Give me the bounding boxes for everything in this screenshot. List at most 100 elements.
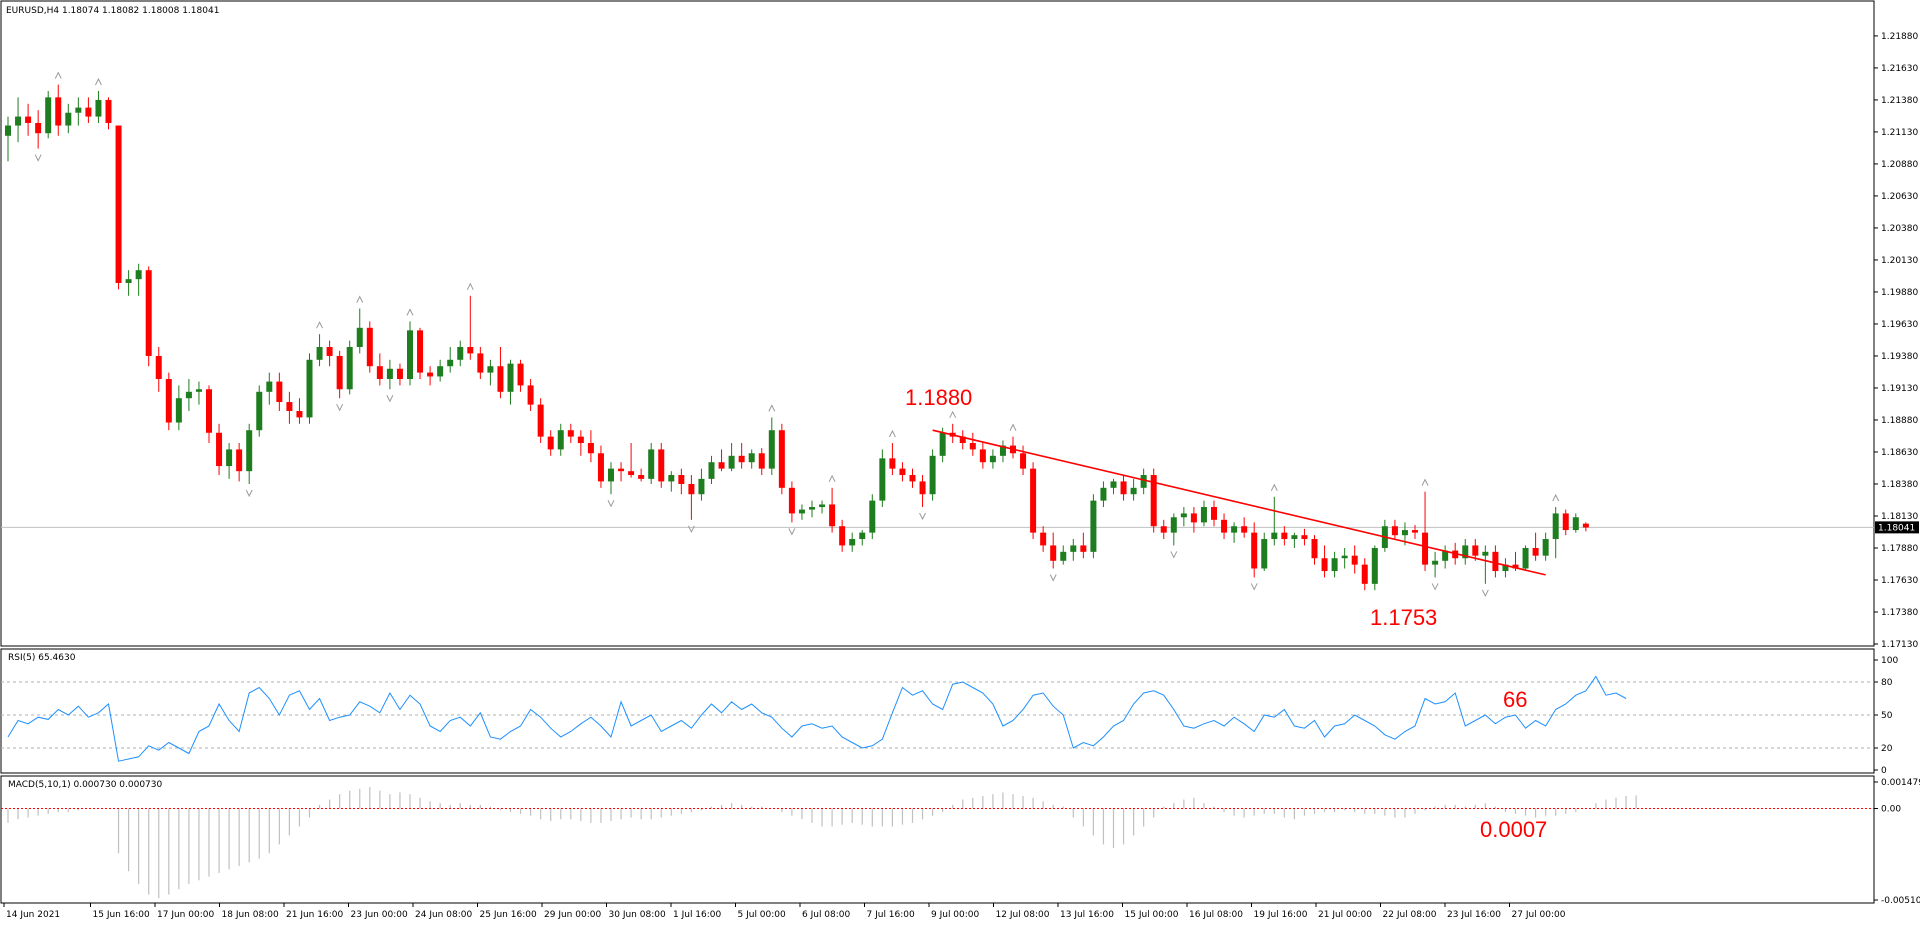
candle-body[interactable]	[65, 112, 72, 126]
candle-body[interactable]	[115, 125, 122, 283]
candle-body[interactable]	[336, 355, 343, 390]
candle-body[interactable]	[1291, 535, 1298, 540]
candle-body[interactable]	[1482, 551, 1489, 556]
candle-body[interactable]	[25, 116, 32, 123]
candle-body[interactable]	[688, 483, 695, 495]
candle-body[interactable]	[1130, 487, 1137, 495]
candle-body[interactable]	[447, 359, 454, 367]
candle-body[interactable]	[1442, 550, 1449, 561]
candle-body[interactable]	[1361, 564, 1368, 584]
candle-body[interactable]	[356, 327, 363, 348]
candle-body[interactable]	[1211, 507, 1217, 520]
candle-body[interactable]	[909, 475, 916, 482]
candle-body[interactable]	[386, 368, 393, 380]
candle-body[interactable]	[778, 430, 785, 488]
candle-body[interactable]	[758, 453, 765, 469]
candle-body[interactable]	[1321, 558, 1328, 572]
candle-body[interactable]	[1391, 526, 1398, 536]
candle-body[interactable]	[105, 99, 112, 123]
rsi-pane[interactable]	[1, 675, 1874, 762]
candle-body[interactable]	[628, 471, 635, 476]
candle-body[interactable]	[1452, 550, 1459, 559]
candle-body[interactable]	[276, 381, 283, 403]
candle-body[interactable]	[1422, 532, 1429, 565]
candle-body[interactable]	[678, 475, 685, 484]
candle-body[interactable]	[376, 366, 383, 380]
candle-body[interactable]	[658, 449, 665, 482]
candle-body[interactable]	[869, 500, 876, 533]
candle-body[interactable]	[1120, 481, 1127, 495]
candle-body[interactable]	[5, 125, 11, 136]
candle-body[interactable]	[969, 443, 976, 450]
candle-body[interactable]	[1412, 530, 1418, 533]
main-price-pane[interactable]	[1, 71, 1874, 597]
candle-body[interactable]	[135, 270, 142, 280]
candle-body[interactable]	[748, 453, 755, 463]
candle-body[interactable]	[1140, 475, 1147, 488]
candle-body[interactable]	[1030, 468, 1037, 533]
candle-body[interactable]	[236, 449, 243, 472]
candle-body[interactable]	[95, 99, 102, 117]
macd-pane[interactable]	[1, 787, 1874, 899]
candle-body[interactable]	[366, 327, 373, 367]
candle-body[interactable]	[1261, 539, 1268, 569]
candle-body[interactable]	[1552, 513, 1559, 540]
candle-body[interactable]	[1251, 532, 1258, 569]
candle-body[interactable]	[547, 436, 554, 450]
candle-body[interactable]	[638, 475, 645, 479]
candle-body[interactable]	[35, 122, 42, 134]
candle-body[interactable]	[587, 443, 594, 454]
candle-body[interactable]	[1462, 545, 1469, 559]
candle-body[interactable]	[1241, 526, 1248, 533]
candle-body[interactable]	[537, 404, 544, 437]
candle-body[interactable]	[728, 455, 735, 469]
candle-body[interactable]	[206, 389, 212, 433]
candle-body[interactable]	[809, 507, 815, 510]
candle-body[interactable]	[316, 347, 323, 360]
candle-body[interactable]	[1221, 519, 1228, 533]
candle-body[interactable]	[1231, 526, 1238, 533]
candle-body[interactable]	[1170, 517, 1177, 533]
candle-body[interactable]	[246, 430, 253, 472]
candle-body[interactable]	[1582, 523, 1589, 528]
candle-body[interactable]	[698, 478, 705, 495]
candle-body[interactable]	[1271, 532, 1278, 540]
candle-body[interactable]	[919, 481, 926, 495]
candle-body[interactable]	[1512, 564, 1519, 569]
candle-body[interactable]	[738, 455, 745, 463]
candle-body[interactable]	[165, 379, 172, 423]
candle-body[interactable]	[346, 347, 353, 390]
candle-body[interactable]	[1180, 513, 1187, 518]
candle-body[interactable]	[768, 430, 775, 469]
trendline[interactable]	[932, 429, 1546, 576]
candle-body[interactable]	[1341, 555, 1348, 559]
candle-body[interactable]	[266, 381, 273, 392]
candle-body[interactable]	[1150, 475, 1157, 527]
candle-body[interactable]	[216, 432, 223, 467]
candle-body[interactable]	[648, 449, 655, 479]
candle-body[interactable]	[1281, 532, 1288, 540]
candle-body[interactable]	[979, 449, 986, 463]
candle-body[interactable]	[1432, 560, 1439, 565]
candle-body[interactable]	[427, 372, 434, 377]
candle-body[interactable]	[879, 458, 886, 501]
candle-body[interactable]	[125, 279, 132, 283]
candle-body[interactable]	[497, 366, 504, 392]
candle-body[interactable]	[1040, 532, 1047, 546]
candle-body[interactable]	[145, 270, 152, 356]
candle-body[interactable]	[597, 453, 604, 482]
candle-body[interactable]	[226, 449, 233, 467]
candle-body[interactable]	[989, 455, 996, 463]
candle-body[interactable]	[557, 430, 564, 450]
candle-body[interactable]	[527, 385, 534, 405]
candle-body[interactable]	[195, 389, 202, 392]
candle-body[interactable]	[296, 411, 303, 418]
candle-body[interactable]	[1401, 530, 1408, 536]
candle-body[interactable]	[326, 347, 333, 356]
candle-body[interactable]	[718, 462, 725, 469]
candle-body[interactable]	[1050, 545, 1057, 561]
candle-body[interactable]	[1502, 564, 1509, 572]
candle-body[interactable]	[819, 504, 826, 508]
candle-body[interactable]	[1351, 555, 1358, 565]
